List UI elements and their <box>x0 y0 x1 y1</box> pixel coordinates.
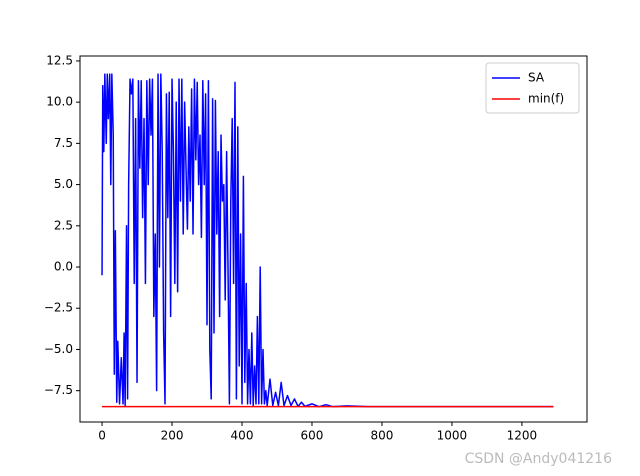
legend-label: SA <box>528 71 545 85</box>
x-tick-label: 1200 <box>507 429 538 443</box>
y-tick-label: 2.5 <box>54 218 73 232</box>
x-tick-label: 0 <box>98 429 106 443</box>
x-tick-label: 600 <box>301 429 324 443</box>
y-tick-label: 10.0 <box>46 95 73 109</box>
plot-frame <box>79 55 588 423</box>
y-tick-label: −5.0 <box>44 342 73 356</box>
legend-box <box>485 62 580 114</box>
x-tick-label: 800 <box>371 429 394 443</box>
y-tick-label: 12.5 <box>46 53 73 67</box>
y-tick-label: −2.5 <box>44 301 73 315</box>
x-tick-label: 1000 <box>437 429 468 443</box>
y-tick-label: 0.0 <box>54 260 73 274</box>
line <box>101 73 554 408</box>
y-tick-label: 5.0 <box>54 177 73 191</box>
x-tick-label: 200 <box>161 429 184 443</box>
legend-label: min(f) <box>528 92 564 106</box>
watermark: CSDN @Andy041216 <box>465 451 613 467</box>
y-tick-label: 7.5 <box>54 136 73 150</box>
x-tick-label: 400 <box>231 429 254 443</box>
y-tick-label: −7.5 <box>44 383 73 397</box>
